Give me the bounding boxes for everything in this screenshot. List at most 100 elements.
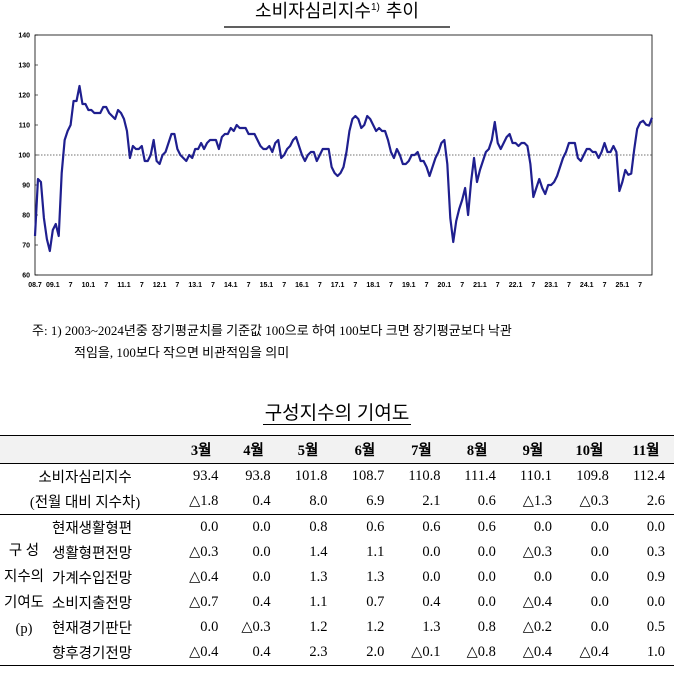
- x-tick-label: 7: [389, 282, 393, 289]
- x-tick-label: 7: [567, 282, 571, 289]
- cell: 93.8: [245, 468, 271, 484]
- table-row: 소비자심리지수 93.4 93.8 101.8 108.7 110.8 111.4 110.1…: [0, 464, 674, 490]
- cell: △0.3: [579, 493, 609, 509]
- x-tick-label: 7: [69, 282, 73, 289]
- cell: 0.0: [590, 619, 609, 635]
- footnote-line: 적임을, 100보다 작으면 비관적임을 의미: [74, 345, 290, 360]
- x-tick-label: 09.1: [46, 282, 60, 289]
- table-row: 가계수입전망 △0.4 0.0 1.3 1.3 0.0 0.0 0.0 0.0 0.9: [0, 565, 674, 590]
- x-tick-label: 7: [425, 282, 429, 289]
- cell: 0.4: [422, 594, 441, 610]
- cell: 0.0: [533, 519, 552, 535]
- column-header: 9월: [504, 435, 561, 464]
- cell: 1.2: [309, 619, 328, 635]
- x-tick-label: 7: [318, 282, 322, 289]
- column-header: 3월: [175, 435, 228, 464]
- cell: 0.0: [590, 519, 609, 535]
- cell: 1.2: [366, 619, 385, 635]
- cell: △0.4: [522, 594, 552, 610]
- column-header: 10월: [560, 435, 618, 464]
- x-tick-label: 7: [175, 282, 179, 289]
- cell: 0.4: [252, 493, 271, 509]
- x-tick-label: 13.1: [188, 282, 202, 289]
- cell: 0.0: [252, 544, 271, 560]
- group-label: 구 성 지수의 기여도 (p): [0, 515, 48, 666]
- cell: 111.4: [464, 468, 496, 484]
- table-row: (전월 대비 지수차) △1.8 0.4 8.0 6.9 2.1 0.6 △1.3 △0.3 2.…: [0, 489, 674, 515]
- x-tick-label: 7: [638, 282, 642, 289]
- cell: 1.1: [309, 594, 328, 610]
- row-label: 생활형편전망: [52, 546, 133, 562]
- row-label: 소비자심리지수: [38, 470, 132, 486]
- x-tick-label: 7: [460, 282, 464, 289]
- cell: 0.6: [477, 493, 496, 509]
- cell: 0.0: [252, 569, 271, 585]
- table-row: 향후경기전망 △0.4 0.4 2.3 2.0 △0.1 △0.8 △0.4 △0.4 1.0: [0, 640, 674, 666]
- cell: 1.3: [309, 569, 328, 585]
- title-text: 소비자심리지수: [255, 1, 371, 21]
- cell: 1.4: [309, 544, 328, 560]
- x-tick-label: 19.1: [402, 282, 416, 289]
- column-header: 5월: [279, 435, 337, 464]
- table-title-text: 구성지수의 기여도: [262, 403, 412, 425]
- cell: 0.0: [590, 544, 609, 560]
- y-tick-label: 110: [19, 123, 30, 130]
- row-label: (전월 대비 지수차): [29, 495, 141, 511]
- cell: 0.6: [477, 519, 496, 535]
- x-tick-label: 7: [603, 282, 607, 289]
- x-tick-label: 7: [353, 282, 357, 289]
- table: 3월 4월 5월 6월 7월 8월 9월 10월 11월 소비자심리지수 93.4 93.8 101.8…: [0, 435, 674, 666]
- column-header: 7월: [393, 435, 450, 464]
- x-tick-label: 15.1: [260, 282, 274, 289]
- cell: 0.0: [477, 569, 496, 585]
- cell: △0.3: [189, 544, 219, 560]
- x-tick-label: 25.1: [616, 282, 630, 289]
- group-label-line: 지수의: [3, 569, 45, 585]
- cell: 1.3: [366, 569, 385, 585]
- cell: 0.0: [200, 619, 219, 635]
- x-tick-label: 08.7: [28, 282, 42, 289]
- x-tick-label: 23.1: [544, 282, 558, 289]
- chart: 소비자심리지수1) 추이 60 70 80 90 100 110 120 130 140 08.7 0…: [18, 1, 654, 289]
- cell: 110.1: [519, 468, 552, 484]
- row-label: 현재경기판단: [52, 621, 133, 637]
- footnote: 주: 1) 2003~2024년중 장기평균치를 기준값 100으로 하여 10…: [32, 320, 512, 364]
- cell: △0.4: [189, 644, 219, 660]
- cell: 0.7: [366, 594, 385, 610]
- title-note: 1): [371, 2, 380, 13]
- x-tick-label: 7: [211, 282, 215, 289]
- y-tick-label: 80: [22, 213, 30, 220]
- x-tick-label: 24.1: [580, 282, 594, 289]
- plot-frame: [34, 34, 653, 276]
- cell: 0.0: [477, 594, 496, 610]
- cell: 8.0: [309, 493, 328, 509]
- cell: 0.8: [309, 519, 328, 535]
- cell: △0.4: [522, 644, 552, 660]
- cell: 109.8: [576, 468, 609, 484]
- y-tick-label: 90: [22, 183, 30, 190]
- chart-title: 소비자심리지수1) 추이: [255, 1, 419, 21]
- cell: 0.0: [422, 569, 441, 585]
- cell: 0.6: [366, 519, 385, 535]
- cell: 0.0: [646, 519, 665, 535]
- x-tick-label: 7: [282, 282, 286, 289]
- cell: 0.0: [646, 594, 665, 610]
- group-label-line: (p): [15, 621, 33, 637]
- cell: △1.8: [189, 493, 219, 509]
- x-tick-label: 17.1: [331, 282, 345, 289]
- cell: 0.0: [422, 544, 441, 560]
- cell: △0.7: [189, 594, 219, 610]
- x-tick-label: 7: [247, 282, 251, 289]
- cell: 0.0: [252, 519, 271, 535]
- y-tick-label: 140: [18, 33, 30, 40]
- table-row: 구 성 지수의 기여도 (p) 현재생활형편 0.0 0.0 0.8 0.6 0.6 0.6 0.0 0…: [0, 515, 674, 637]
- cell: 93.4: [192, 468, 219, 484]
- cell: 2.3: [309, 644, 328, 660]
- column-header: 11월: [617, 435, 674, 464]
- cell: 0.3: [646, 544, 665, 560]
- cell: 101.8: [294, 468, 328, 484]
- cell: 0.9: [646, 569, 665, 585]
- cell: 0.4: [252, 594, 271, 610]
- cell: 0.0: [200, 519, 219, 535]
